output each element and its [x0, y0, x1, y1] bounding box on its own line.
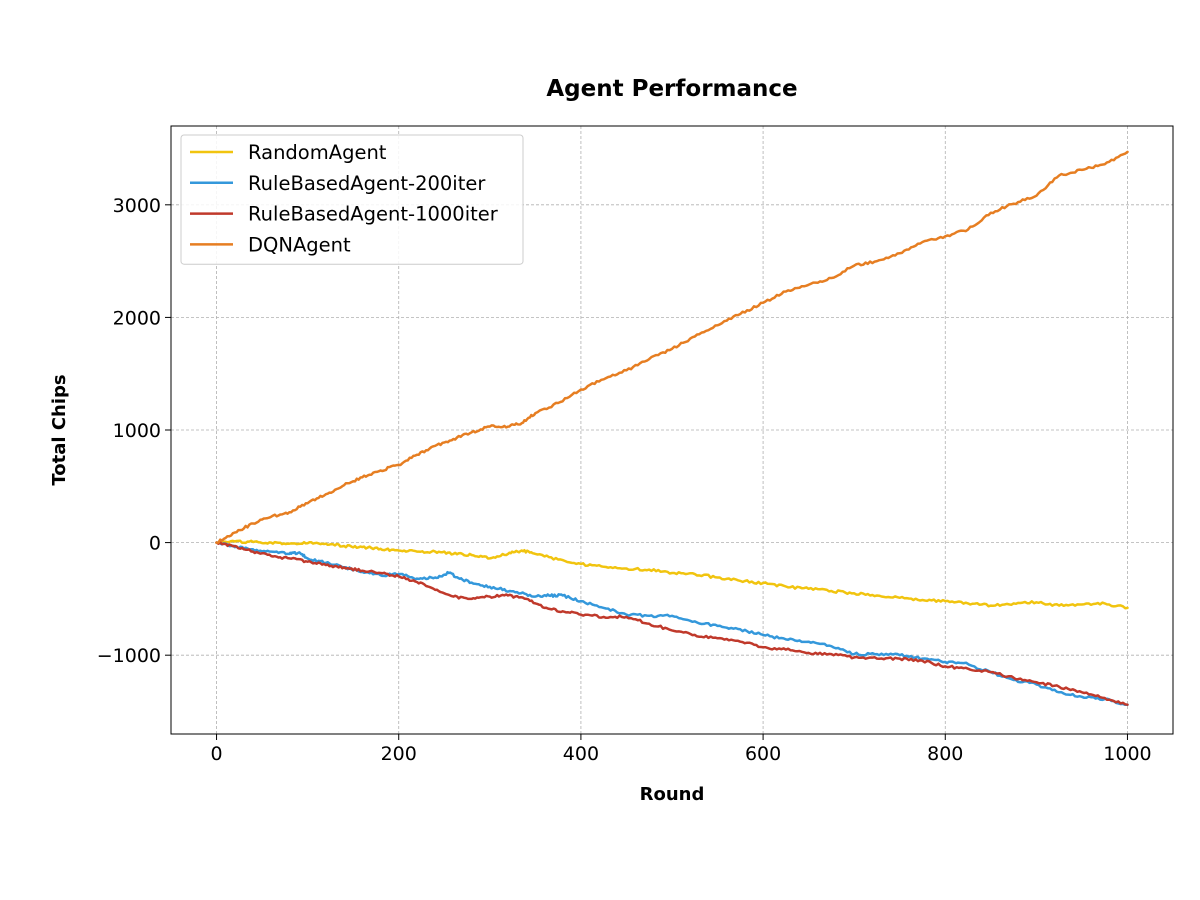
x-tick-label: 400 — [563, 743, 599, 765]
x-tick-label: 0 — [210, 743, 222, 765]
y-axis-label: Total Chips — [49, 374, 70, 485]
x-tick-label: 1000 — [1103, 743, 1151, 765]
y-tick-label: 1000 — [113, 420, 161, 442]
legend-label: RuleBasedAgent-1000iter — [248, 203, 499, 226]
y-tick-label: 3000 — [113, 195, 161, 217]
y-axis: −1000 0 1000 2000 3000 — [97, 195, 171, 667]
legend-label: DQNAgent — [248, 233, 351, 256]
grid — [171, 126, 1173, 734]
x-tick-label: 800 — [927, 743, 963, 765]
x-axis-label: Round — [640, 784, 705, 805]
y-tick-label: −1000 — [97, 645, 161, 667]
y-tick-label: 0 — [149, 533, 161, 555]
x-tick-label: 600 — [745, 743, 781, 765]
legend-label: RandomAgent — [248, 141, 387, 164]
legend-box — [180, 134, 524, 265]
series-layer — [215, 150, 1129, 707]
y-tick-label: 2000 — [113, 307, 161, 329]
series-line — [215, 150, 1129, 544]
chart-title: Agent Performance — [546, 76, 797, 102]
x-axis: 0 200 400 600 800 1000 — [210, 734, 1152, 765]
series-line — [215, 541, 1129, 707]
series-line — [215, 541, 1129, 706]
x-tick-label: 200 — [381, 743, 417, 765]
legend-label: RuleBasedAgent-200iter — [248, 172, 486, 195]
series-line — [215, 539, 1129, 610]
legend: RandomAgent RuleBasedAgent-200iter RuleBas… — [180, 134, 524, 265]
